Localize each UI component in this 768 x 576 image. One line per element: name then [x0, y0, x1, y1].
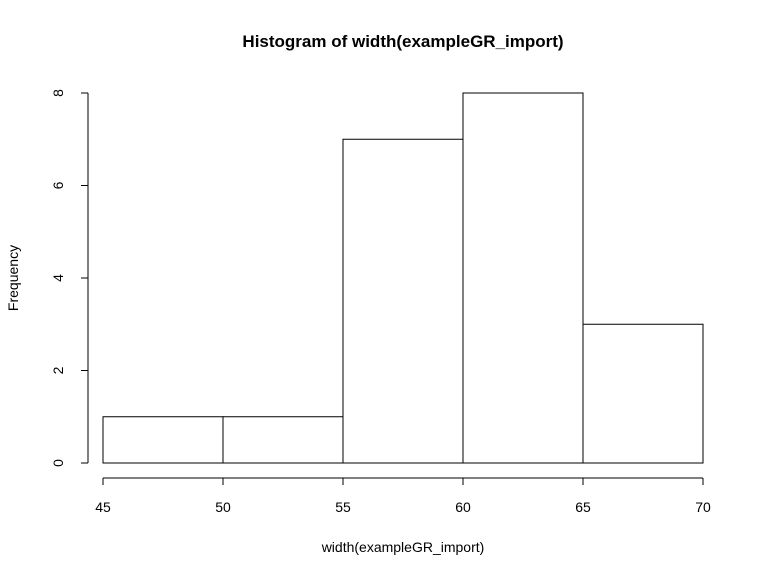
histogram-bar-4: [462, 92, 584, 464]
x-tick-label: 70: [695, 499, 711, 515]
histogram-bar-2: [222, 416, 344, 464]
y-tick-label: 8: [50, 89, 66, 97]
y-axis: 0 2 4 6 8: [50, 89, 89, 467]
y-axis-label: Frequency: [5, 245, 21, 311]
histogram-bar-1: [102, 416, 224, 464]
x-tick-label: 50: [215, 499, 231, 515]
x-tick-label: 55: [335, 499, 351, 515]
y-tick-label: 0: [50, 459, 66, 467]
y-tick-label: 6: [50, 181, 66, 189]
x-tick-label: 45: [95, 499, 111, 515]
chart-title: Histogram of width(exampleGR_import): [242, 32, 563, 51]
bars-group: [102, 92, 704, 464]
histogram-bar-5: [582, 323, 704, 464]
x-axis-label: width(exampleGR_import): [321, 539, 485, 555]
histogram-bar-3: [342, 138, 464, 464]
x-axis: 45 50 55 60 65 70: [95, 477, 711, 515]
x-tick-label: 65: [575, 499, 591, 515]
y-tick-label: 2: [50, 366, 66, 374]
y-tick-label: 4: [50, 274, 66, 282]
x-tick-label: 60: [455, 499, 471, 515]
